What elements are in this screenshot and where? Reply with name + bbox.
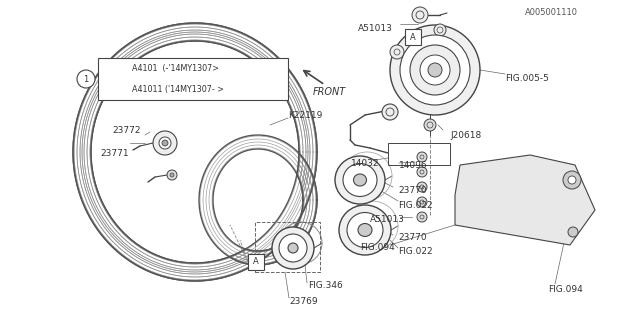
Circle shape	[428, 63, 442, 77]
Polygon shape	[214, 150, 302, 250]
Circle shape	[390, 45, 404, 59]
Polygon shape	[455, 155, 595, 245]
Circle shape	[420, 55, 450, 85]
Ellipse shape	[358, 223, 372, 236]
Bar	[388, 143, 450, 165]
Circle shape	[426, 106, 434, 114]
Text: FRONT: FRONT	[313, 87, 346, 97]
Text: A51013: A51013	[370, 215, 405, 225]
FancyBboxPatch shape	[248, 254, 264, 270]
Text: J20618: J20618	[450, 131, 481, 140]
Text: A005001110: A005001110	[525, 7, 578, 17]
Circle shape	[159, 137, 171, 149]
Ellipse shape	[347, 212, 383, 247]
Text: 23770: 23770	[398, 234, 427, 243]
Text: A: A	[253, 258, 259, 267]
Circle shape	[417, 212, 427, 222]
Circle shape	[167, 170, 177, 180]
Circle shape	[568, 176, 576, 184]
Text: 23771: 23771	[100, 148, 129, 157]
Text: FIG.094: FIG.094	[548, 285, 583, 294]
Text: FIG.022: FIG.022	[398, 247, 433, 257]
Ellipse shape	[353, 174, 367, 186]
Ellipse shape	[343, 164, 377, 196]
Circle shape	[424, 119, 436, 131]
Bar	[98, 58, 288, 100]
Ellipse shape	[339, 205, 391, 255]
Circle shape	[390, 25, 480, 115]
Ellipse shape	[335, 156, 385, 204]
Ellipse shape	[272, 227, 314, 269]
Circle shape	[568, 227, 578, 237]
Circle shape	[412, 7, 428, 23]
Circle shape	[434, 24, 446, 36]
Circle shape	[162, 140, 168, 146]
Text: 1: 1	[83, 75, 88, 84]
Circle shape	[417, 197, 427, 207]
Bar	[255, 222, 320, 272]
Text: 14032: 14032	[351, 158, 380, 167]
Text: A4101  (-'14MY1307>: A4101 (-'14MY1307>	[132, 64, 219, 73]
Text: FIG.094: FIG.094	[360, 244, 395, 252]
Text: FIG.022: FIG.022	[398, 201, 433, 210]
Circle shape	[417, 167, 427, 177]
Text: FIG.346: FIG.346	[308, 282, 343, 291]
Circle shape	[170, 173, 174, 177]
Circle shape	[417, 182, 427, 192]
Circle shape	[77, 70, 95, 88]
Text: K22119: K22119	[288, 110, 323, 119]
Circle shape	[382, 104, 398, 120]
Polygon shape	[92, 42, 298, 262]
Text: A: A	[410, 33, 416, 42]
Text: FIG.005-5: FIG.005-5	[505, 74, 549, 83]
Circle shape	[410, 45, 460, 95]
Ellipse shape	[288, 243, 298, 253]
Circle shape	[563, 171, 581, 189]
FancyBboxPatch shape	[405, 29, 421, 45]
Circle shape	[417, 152, 427, 162]
Text: 14096: 14096	[399, 161, 428, 170]
Circle shape	[400, 35, 470, 105]
Text: 23772: 23772	[112, 125, 141, 134]
Circle shape	[153, 131, 177, 155]
Text: 23770: 23770	[398, 186, 427, 195]
Text: A41011 ('14MY1307- >: A41011 ('14MY1307- >	[132, 85, 224, 94]
Ellipse shape	[279, 234, 307, 262]
Text: 23769: 23769	[289, 298, 317, 307]
Text: A51013: A51013	[358, 23, 393, 33]
